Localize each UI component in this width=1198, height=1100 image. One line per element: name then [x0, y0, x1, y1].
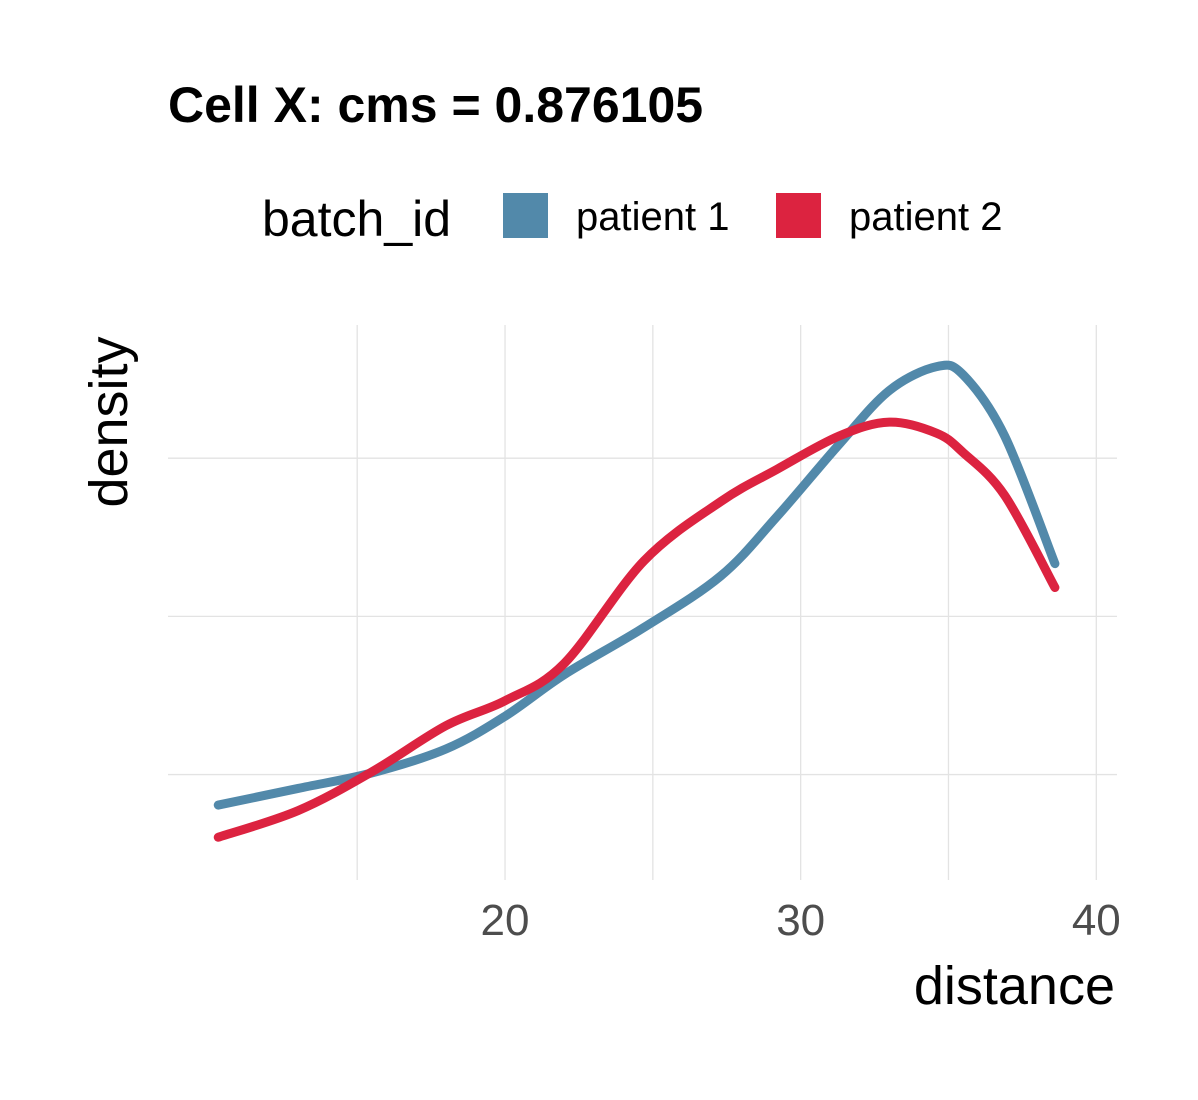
x-tick-label: 40 [1072, 896, 1121, 945]
chart-title: Cell X: cms = 0.876105 [168, 77, 703, 133]
series-lines [213, 360, 1060, 842]
series-line-patient-1 [213, 360, 1060, 810]
legend-title: batch_id [262, 191, 451, 247]
x-axis-ticks: 20 30 40 [481, 896, 1121, 945]
series-line-patient-2 [213, 417, 1060, 842]
x-tick-label: 20 [481, 896, 530, 945]
x-axis-label: distance [914, 956, 1115, 1016]
x-tick-label: 30 [776, 896, 825, 945]
legend-swatch-patient-1 [503, 193, 548, 238]
y-axis-label: density [79, 336, 139, 507]
legend-label-patient-2: patient 2 [849, 195, 1002, 239]
grid [168, 325, 1117, 880]
legend-label-patient-1: patient 1 [576, 195, 729, 239]
legend-swatch-patient-2 [776, 193, 821, 238]
legend: batch_id patient 1 patient 2 [262, 191, 1002, 247]
